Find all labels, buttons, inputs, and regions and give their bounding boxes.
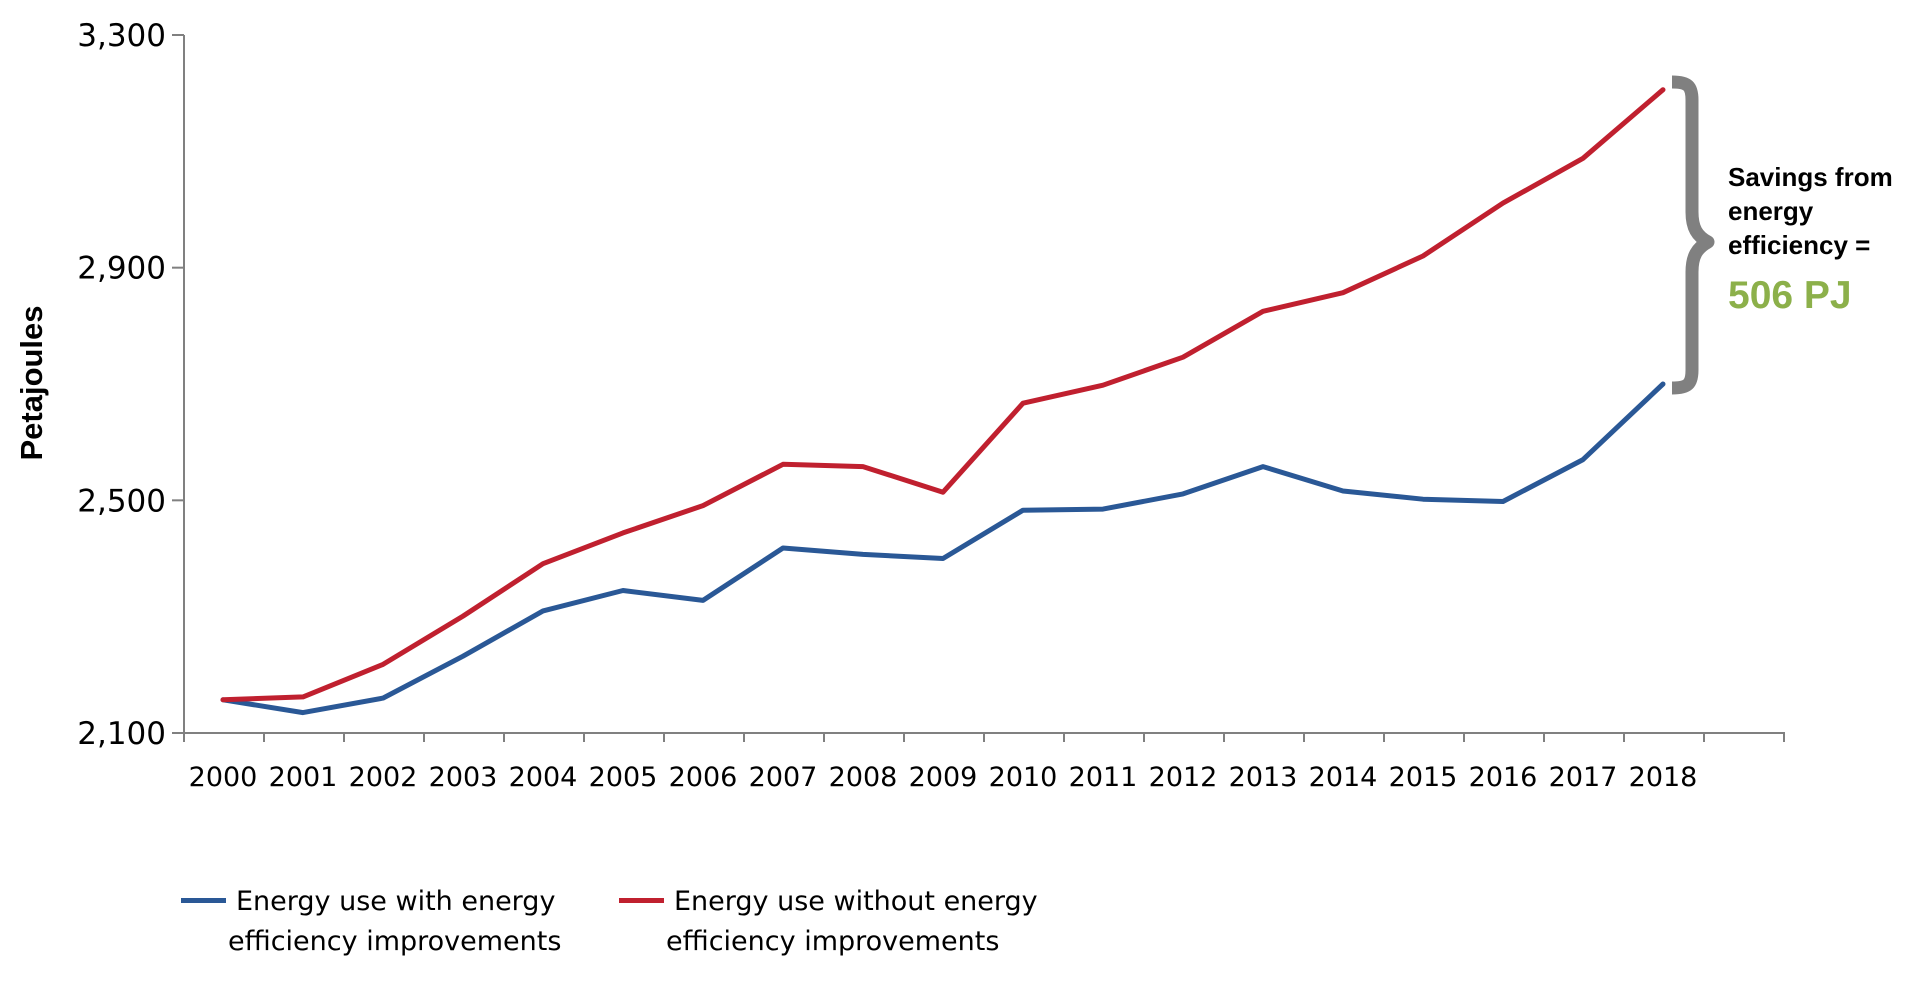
y-tick-label: 2,900 xyxy=(77,251,166,287)
legend-label-with-efficiency-line2: efficiency improvements xyxy=(228,926,562,957)
annotation-line-1: Savings from xyxy=(1728,162,1893,192)
legend-swatch-with-efficiency xyxy=(181,898,226,903)
x-tick-label: 2008 xyxy=(829,762,898,793)
legend-label-without-efficiency-line2: efficiency improvements xyxy=(666,926,1000,957)
x-axis-ticks: 2000 2001 2002 2003 2004 2005 2006 2007 2008 2009… xyxy=(183,733,1785,793)
brace-icon xyxy=(1671,75,1715,395)
x-tick-label: 2005 xyxy=(589,762,658,793)
x-tick-label: 2012 xyxy=(1149,762,1218,793)
series-line-with-efficiency xyxy=(220,381,1666,716)
x-tick-label: 2009 xyxy=(909,762,978,793)
y-tick-label: 2,100 xyxy=(77,716,166,752)
legend-swatch-without-efficiency xyxy=(619,898,664,903)
x-tick-label: 2016 xyxy=(1469,762,1538,793)
savings-annotation: Savings from energy efficiency = 506 PJ xyxy=(1671,75,1893,395)
x-tick-label: 2014 xyxy=(1309,762,1378,793)
x-tick-label: 2000 xyxy=(189,762,258,793)
legend-label-with-efficiency-line1: Energy use with energy xyxy=(236,886,556,917)
x-tick-label: 2010 xyxy=(989,762,1058,793)
series-lines xyxy=(220,87,1666,716)
y-tick-label: 3,300 xyxy=(77,18,166,54)
legend-label-with-efficiency: Energy use with energy efficiency improv… xyxy=(228,882,596,962)
x-tick-label: 2002 xyxy=(349,762,418,793)
x-tick-label: 2003 xyxy=(429,762,498,793)
x-tick-label: 2017 xyxy=(1549,762,1618,793)
y-axis-ticks: 2,100 2,500 2,900 3,300 xyxy=(77,18,184,752)
y-tick-label: 2,500 xyxy=(77,483,166,519)
annotation-value: 506 PJ xyxy=(1728,274,1852,317)
legend-label-without-efficiency-line1: Energy use without energy xyxy=(674,886,1038,917)
x-tick-label: 2013 xyxy=(1229,762,1298,793)
x-tick-label: 2004 xyxy=(509,762,578,793)
y-axis-label: Petajoules xyxy=(14,305,49,460)
annotation-line-3: efficiency = xyxy=(1728,230,1870,260)
annotation-line-2: energy xyxy=(1728,196,1814,226)
x-tick-label: 2015 xyxy=(1389,762,1458,793)
x-tick-label: 2018 xyxy=(1629,762,1698,793)
series-line-without-efficiency xyxy=(220,87,1666,703)
x-tick-label: 2011 xyxy=(1069,762,1138,793)
x-tick-label: 2007 xyxy=(749,762,818,793)
x-tick-label: 2001 xyxy=(269,762,338,793)
x-tick-label: 2006 xyxy=(669,762,738,793)
legend-label-without-efficiency: Energy use without energy efficiency imp… xyxy=(666,882,1074,962)
